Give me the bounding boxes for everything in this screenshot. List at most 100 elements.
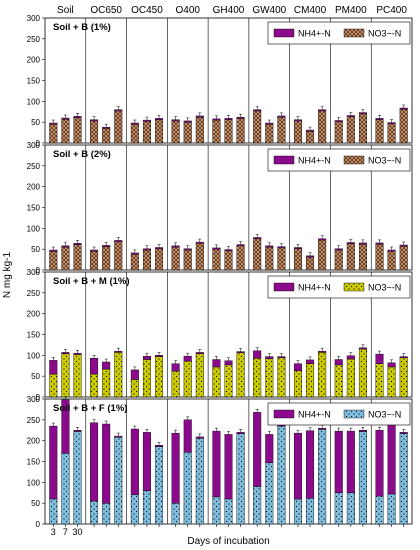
bar-nh4: [293, 247, 302, 249]
x-tick-label: 7: [63, 527, 68, 537]
bar-no3-pattern: [183, 361, 192, 397]
x-tick-label: 30: [72, 527, 82, 537]
bar-nh4: [399, 244, 408, 247]
bar-no3-pattern: [375, 496, 384, 524]
bar-nh4: [142, 355, 151, 360]
bar-no3-pattern: [102, 246, 110, 270]
bar-nh4: [224, 118, 233, 120]
bar-nh4: [171, 119, 180, 122]
bar-no3-pattern: [171, 247, 180, 270]
bar-no3-pattern: [49, 251, 58, 270]
bar-nh4: [102, 126, 111, 129]
bar-nh4: [171, 432, 180, 504]
legend-label-nh4: NH4+-N: [298, 29, 331, 39]
bar-no3-pattern: [306, 257, 314, 270]
y-tick-label: 150: [27, 331, 41, 340]
y-tick-label: 200: [27, 310, 41, 319]
bar-no3-pattern: [131, 379, 139, 397]
bar-no3-pattern: [399, 246, 408, 270]
bar-no3-pattern: [294, 120, 302, 143]
y-tick-label: 0: [36, 139, 41, 148]
bar-nh4: [171, 245, 180, 248]
bar-nh4: [358, 347, 367, 350]
y-tick-label: 250: [27, 162, 41, 171]
bar-no3-pattern: [171, 371, 180, 397]
bar-no3-pattern: [334, 364, 343, 397]
bar-nh4: [183, 248, 192, 251]
legend-box: [267, 21, 411, 45]
legend-swatch-no3-pattern: [344, 410, 364, 418]
bar-nh4: [375, 430, 384, 497]
bar-no3-pattern: [102, 128, 110, 143]
y-tick-label: 50: [31, 118, 40, 127]
bar-nh4: [195, 352, 204, 354]
bar-nh4: [73, 353, 82, 355]
bar-nh4: [318, 109, 327, 112]
bar-nh4: [73, 243, 82, 245]
bar-nh4: [155, 118, 164, 120]
bar-nh4: [375, 353, 384, 364]
bar-no3-pattern: [347, 243, 355, 270]
y-tick-label: 100: [27, 97, 41, 106]
bar-no3-pattern: [318, 110, 326, 143]
bar-nh4: [142, 432, 151, 491]
bar-nh4: [155, 247, 164, 249]
bar-nh4: [399, 356, 408, 359]
bar-no3-pattern: [399, 357, 408, 397]
bar-nh4: [236, 116, 245, 119]
bar-no3-pattern: [387, 251, 396, 270]
bar-nh4: [224, 249, 233, 252]
bar-no3-pattern: [236, 433, 245, 524]
bar-nh4: [130, 252, 139, 255]
bar-nh4: [346, 242, 355, 244]
bar-no3-pattern: [387, 123, 396, 143]
bar-nh4: [171, 363, 180, 372]
bar-no3-pattern: [102, 369, 110, 397]
bar-no3-pattern: [359, 431, 367, 524]
bar-nh4: [253, 412, 262, 487]
panel-label: Soil + B + F (1%): [53, 403, 127, 414]
bar-nh4: [195, 436, 204, 439]
bar-nh4: [399, 432, 408, 434]
bar-no3-pattern: [387, 494, 396, 524]
bar-no3-pattern: [334, 250, 343, 270]
bar-nh4: [318, 427, 327, 430]
bar-nh4: [142, 119, 151, 122]
bar-nh4: [334, 359, 343, 366]
bar-nh4: [318, 350, 327, 353]
y-tick-label: 300: [27, 14, 41, 23]
bar-nh4: [346, 355, 355, 360]
bar-nh4: [155, 445, 164, 447]
y-tick-label: 250: [27, 416, 41, 425]
bar-no3-pattern: [306, 363, 314, 397]
bar-no3-pattern: [306, 498, 314, 524]
bar-no3-pattern: [347, 359, 355, 397]
bar-nh4: [155, 355, 164, 357]
bar-nh4: [212, 118, 221, 121]
bar-no3-pattern: [183, 250, 192, 270]
bar-nh4: [102, 423, 111, 504]
bar-nh4: [73, 116, 82, 118]
bar-no3-pattern: [90, 501, 98, 524]
bar-no3-pattern: [236, 245, 245, 270]
bar-no3-pattern: [114, 352, 123, 397]
y-tick-label: 200: [27, 183, 41, 192]
bar-no3-pattern: [183, 452, 192, 524]
bar-no3-pattern: [294, 370, 302, 397]
bar-no3-pattern: [399, 109, 408, 143]
bar-nh4: [183, 355, 192, 362]
bar-nh4: [346, 115, 355, 117]
bar-no3-pattern: [73, 431, 82, 524]
bar-nh4: [387, 420, 396, 495]
bar-no3-pattern: [306, 131, 314, 143]
bar-no3-pattern: [114, 110, 123, 143]
y-tick-label: 0: [36, 393, 41, 402]
bar-no3-pattern: [49, 374, 58, 397]
y-tick-label: 150: [27, 204, 41, 213]
legend-swatch-nh4: [273, 155, 295, 165]
bar-no3-pattern: [183, 122, 192, 143]
bar-no3-pattern: [265, 462, 274, 524]
bar-nh4: [277, 246, 286, 249]
bar-no3-pattern: [90, 120, 98, 143]
